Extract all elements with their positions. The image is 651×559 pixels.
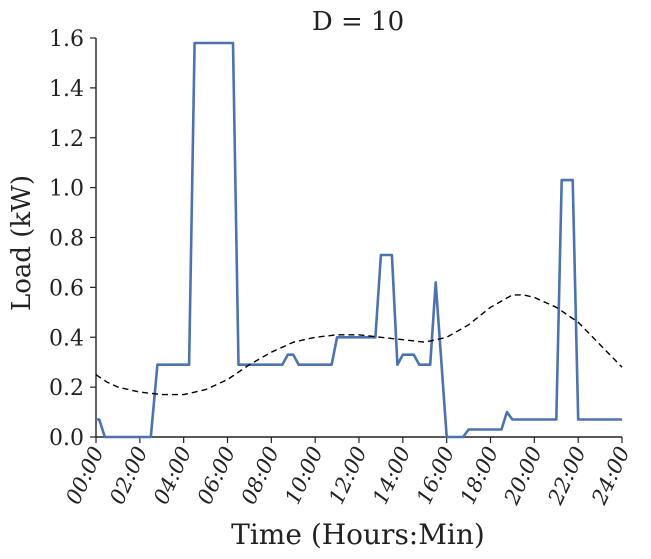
x-ticks: 00:0002:0004:0006:0008:0010:0012:0014:00… (61, 437, 635, 509)
x-tick-label: 16:00 (412, 443, 459, 508)
series-solid-line (96, 41, 622, 439)
x-tick-label: 10:00 (280, 443, 327, 508)
x-tick-label: 02:00 (105, 443, 152, 508)
series-dashed-line (95, 294, 623, 396)
y-tick-label: 0.0 (49, 426, 84, 451)
x-axis-label: Time (Hours:Min) (231, 518, 485, 551)
chart-title: D = 10 (312, 7, 404, 37)
y-axis-label: Load (kW) (7, 175, 37, 311)
x-tick-label: 14:00 (368, 443, 415, 508)
y-tick-label: 1.4 (49, 77, 84, 102)
y-tick-label: 0.8 (49, 227, 84, 252)
y-tick-label: 0.6 (49, 276, 84, 301)
y-tick-label: 1.0 (49, 177, 84, 202)
y-tick-label: 1.6 (49, 27, 84, 52)
y-tick-label: 1.2 (49, 127, 84, 152)
x-tick-label: 24:00 (587, 443, 635, 509)
x-tick-label: 12:00 (324, 443, 371, 508)
plot-area (95, 41, 623, 439)
x-tick-label: 00:00 (61, 443, 108, 508)
x-tick-label: 04:00 (149, 443, 196, 508)
x-tick-label: 06:00 (193, 443, 240, 508)
x-tick-label: 18:00 (456, 443, 503, 508)
y-ticks: 0.0 0.2 0.4 0.6 0.8 1.0 1.2 1.4 1.6 (49, 27, 96, 451)
y-tick-label: 0.2 (49, 376, 84, 401)
x-tick-label: 20:00 (499, 443, 547, 509)
y-tick-label: 0.4 (49, 326, 84, 351)
x-tick-label: 08:00 (237, 443, 284, 508)
x-tick-label: 22:00 (543, 443, 591, 509)
